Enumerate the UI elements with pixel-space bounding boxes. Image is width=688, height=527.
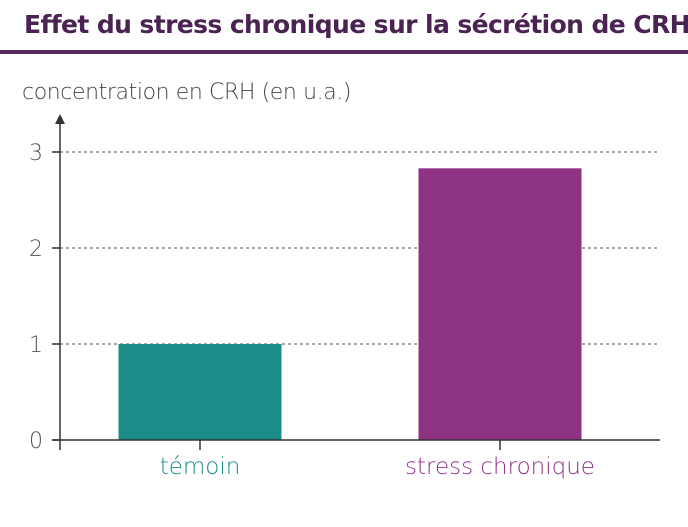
x-tick-label-2: stress chronique bbox=[405, 454, 595, 480]
y-tick-label-2: 2 bbox=[29, 237, 43, 262]
x-tick-label-1: témoin bbox=[160, 454, 241, 480]
bar-2 bbox=[418, 168, 582, 440]
bar-1 bbox=[118, 344, 282, 440]
chart-title: Effet du stress chronique sur la sécréti… bbox=[24, 10, 688, 39]
y-axis-label: concentration en CRH (en u.a.) bbox=[22, 80, 352, 105]
y-tick-label-3: 3 bbox=[29, 141, 43, 166]
x-labels: témoin stress chronique bbox=[160, 454, 595, 480]
bars bbox=[118, 168, 582, 440]
y-ticks: 0 1 2 3 bbox=[29, 141, 60, 454]
y-tick-label-0: 0 bbox=[29, 429, 43, 454]
y-tick-label-1: 1 bbox=[29, 333, 43, 358]
title-underline bbox=[0, 50, 688, 54]
axes bbox=[52, 114, 660, 450]
y-axis-arrow bbox=[55, 114, 65, 124]
